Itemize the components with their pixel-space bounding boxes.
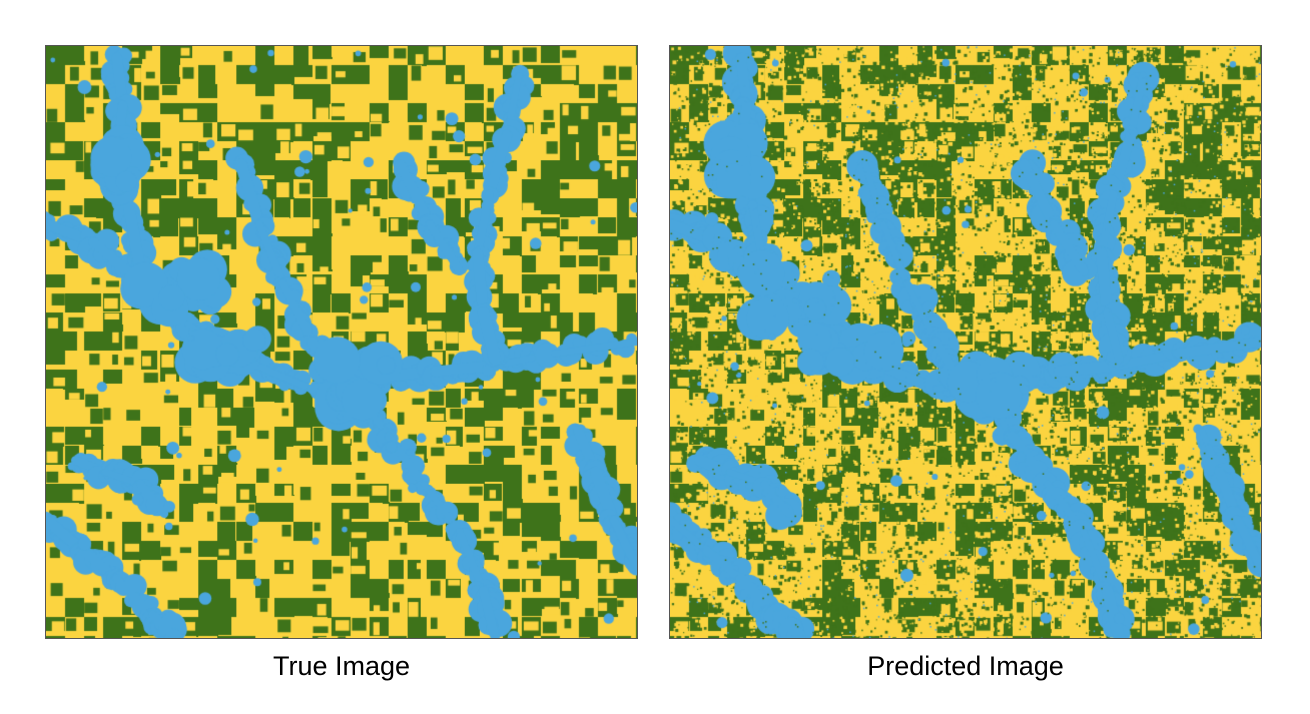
predicted-image-raster	[670, 46, 1261, 638]
true-image-map	[45, 45, 638, 639]
true-image-caption: True Image	[272, 651, 411, 681]
predicted-image-caption: Predicted Image	[867, 651, 1064, 681]
predicted-image-map	[669, 45, 1262, 639]
true-image-raster	[46, 46, 637, 638]
